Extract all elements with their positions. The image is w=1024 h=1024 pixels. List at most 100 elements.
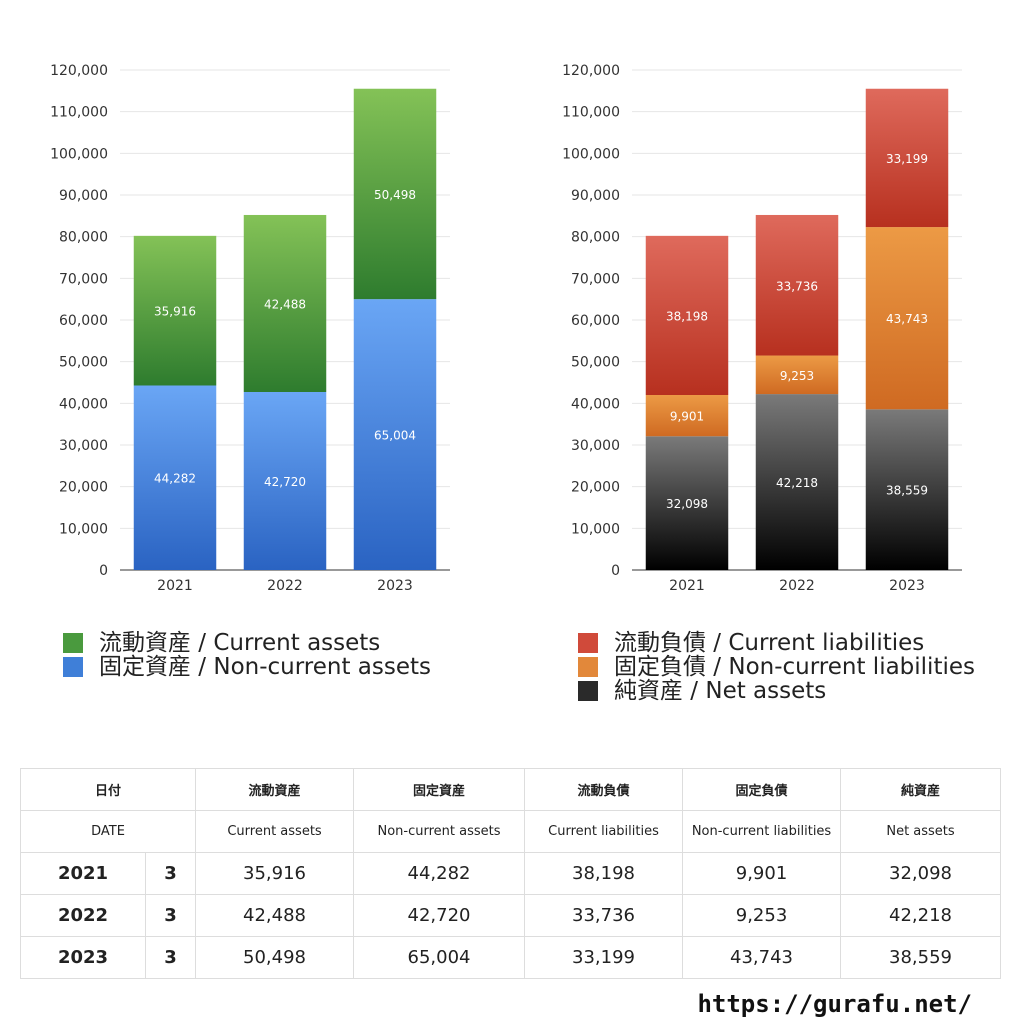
cell-net-assets: 42,218 [840, 894, 1002, 937]
data-label: 42,218 [776, 476, 818, 490]
bar-segment [645, 436, 729, 570]
footer-url[interactable]: https://gurafu.net/ [697, 990, 972, 1018]
cell-noncurrent-assets: 44,282 [353, 852, 526, 895]
bar-segment [353, 299, 437, 570]
bar-segment [755, 214, 839, 356]
cell-current-assets: 50,498 [195, 936, 355, 979]
legend-swatch [63, 633, 83, 653]
table-header-en: DATE Current assets Non-current assets C… [19, 810, 1002, 853]
legend-swatch [578, 657, 598, 677]
legend-label: 流動負債 / Current liabilities [614, 630, 925, 656]
header-noncurrent-liabilities-ja: 固定負債 [682, 768, 842, 811]
bar-segment [243, 392, 327, 570]
cell-noncurrent-assets: 65,004 [353, 936, 526, 979]
data-label: 9,901 [670, 410, 704, 424]
y-tick-label: 60,000 [571, 313, 620, 329]
header-current-liabilities-en: Current liabilities [524, 810, 684, 853]
data-label: 38,559 [886, 484, 928, 498]
table-header-ja: 日付 流動資産 固定資産 流動負債 固定負債 純資産 [19, 768, 1002, 811]
legend-item: 固定負債 / Non-current liabilities [578, 655, 975, 679]
bar-segment [645, 235, 729, 396]
y-tick-label: 80,000 [59, 230, 108, 246]
bar-segment [865, 227, 949, 410]
balance-table: 日付 流動資産 固定資産 流動負債 固定負債 純資産 DATE Current … [19, 768, 1002, 979]
header-noncurrent-assets-ja: 固定資産 [353, 768, 526, 811]
cell-current-assets: 35,916 [195, 852, 355, 895]
legend-item: 流動負債 / Current liabilities [578, 631, 975, 655]
legend-swatch [578, 633, 598, 653]
legend-item: 純資産 / Net assets [578, 679, 975, 703]
row-year: 2022 [20, 894, 146, 937]
legend-item: 流動資産 / Current assets [63, 631, 431, 655]
legend-swatch [578, 681, 598, 701]
cell-noncurrent-assets: 42,720 [353, 894, 526, 937]
y-tick-label: 70,000 [571, 271, 620, 287]
cell-noncurrent-liabilities: 9,901 [682, 852, 842, 895]
row-month: 3 [144, 852, 197, 895]
data-label: 44,282 [154, 472, 196, 486]
data-label: 33,199 [886, 152, 928, 166]
y-tick-label: 40,000 [571, 396, 620, 412]
y-tick-label: 20,000 [59, 480, 108, 496]
x-tick-label: 2022 [779, 578, 815, 594]
header-current-assets-en: Current assets [195, 810, 355, 853]
liabilities-legend: 流動負債 / Current liabilities 固定負債 / Non-cur… [578, 631, 975, 703]
row-year: 2021 [20, 852, 146, 895]
bar-segment [645, 395, 729, 437]
row-month: 3 [144, 936, 197, 979]
legend-item: 固定資産 / Non-current assets [63, 655, 431, 679]
y-tick-label: 100,000 [562, 146, 620, 162]
y-tick-label: 10,000 [59, 521, 108, 537]
header-date-ja: 日付 [19, 768, 197, 811]
table-row: 2021 3 35,916 44,282 38,198 9,901 32,098 [20, 852, 1002, 895]
data-label: 65,004 [374, 429, 416, 443]
cell-net-assets: 32,098 [840, 852, 1002, 895]
y-tick-label: 60,000 [59, 313, 108, 329]
bar-segment [755, 394, 839, 570]
y-tick-label: 30,000 [571, 438, 620, 454]
y-tick-label: 120,000 [50, 63, 108, 79]
y-tick-label: 30,000 [59, 438, 108, 454]
y-tick-label: 110,000 [562, 105, 620, 121]
y-tick-label: 120,000 [562, 63, 620, 79]
data-label: 38,198 [666, 309, 708, 323]
header-net-assets-en: Net assets [840, 810, 1002, 853]
bar-segment [243, 214, 327, 392]
header-date-en: DATE [19, 810, 197, 853]
bar-segment [865, 409, 949, 570]
header-net-assets-ja: 純資産 [840, 768, 1002, 811]
y-tick-label: 80,000 [571, 230, 620, 246]
data-label: 43,743 [886, 312, 928, 326]
assets-legend: 流動資産 / Current assets 固定資産 / Non-current … [63, 631, 431, 679]
data-label: 33,736 [776, 279, 818, 293]
bar-segment [755, 355, 839, 395]
header-current-liabilities-ja: 流動負債 [524, 768, 684, 811]
cell-noncurrent-liabilities: 43,743 [682, 936, 842, 979]
data-label: 32,098 [666, 497, 708, 511]
cell-current-liabilities: 33,736 [524, 894, 684, 937]
liabilities-chart: 0 10,000 20,000 30,000 40,000 50,000 60,000 70,… [562, 63, 962, 594]
x-tick-label: 2023 [377, 578, 413, 594]
y-tick-label: 20,000 [571, 480, 620, 496]
legend-label: 固定資産 / Non-current assets [99, 654, 432, 680]
x-tick-label: 2023 [889, 578, 925, 594]
bar-segment [133, 235, 217, 386]
data-label: 35,916 [154, 305, 196, 319]
legend-label: 流動資産 / Current assets [99, 630, 381, 656]
y-tick-label: 50,000 [571, 355, 620, 371]
data-label: 50,498 [374, 188, 416, 202]
row-year: 2023 [20, 936, 146, 979]
cell-current-liabilities: 33,199 [524, 936, 684, 979]
data-label: 42,488 [264, 297, 306, 311]
bar-segment [353, 88, 437, 300]
legend-label: 固定負債 / Non-current liabilities [614, 654, 975, 680]
x-tick-label: 2021 [157, 578, 193, 594]
cell-current-liabilities: 38,198 [524, 852, 684, 895]
bar-segment [133, 385, 217, 570]
x-tick-label: 2022 [267, 578, 303, 594]
y-tick-label: 70,000 [59, 271, 108, 287]
y-tick-label: 40,000 [59, 396, 108, 412]
header-current-assets-ja: 流動資産 [195, 768, 355, 811]
y-tick-label: 10,000 [571, 521, 620, 537]
cell-current-assets: 42,488 [195, 894, 355, 937]
